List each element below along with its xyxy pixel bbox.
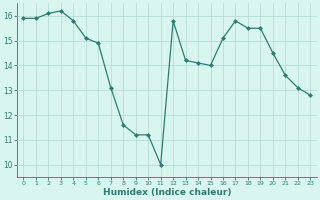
X-axis label: Humidex (Indice chaleur): Humidex (Indice chaleur) xyxy=(103,188,231,197)
